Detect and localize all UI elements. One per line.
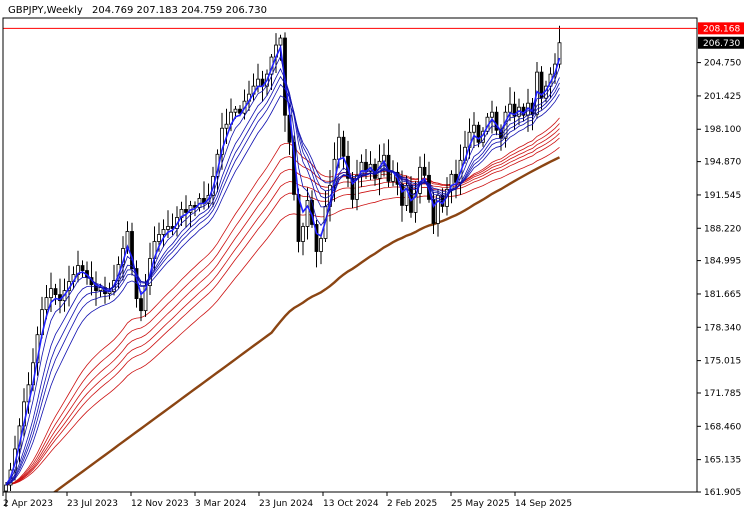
long-ma-line: [52, 156, 561, 492]
candle: [80, 260, 85, 278]
candle: [184, 195, 188, 228]
candle: [4, 482, 8, 507]
price-tick-label: 178.340: [704, 323, 741, 333]
fast-ma-line: [5, 44, 561, 486]
fast-ma-line: [5, 55, 560, 486]
price-tick-label: 181.665: [704, 290, 741, 300]
time-axis: 2 Apr 2023 23 Jul 2023 12 Nov 2023 3 Mar 20…: [2, 492, 572, 509]
candle: [220, 112, 224, 170]
price-tick-label: 198.100: [704, 125, 741, 135]
long-ma-line-path: [52, 156, 561, 492]
time-tick-label: 25 May 2025: [451, 499, 510, 509]
price-tick-label: 168.460: [704, 422, 741, 432]
time-tick-label: 3 Mar 2024: [195, 499, 247, 509]
chart-header: GBPJPY,Weekly 204.769 207.183 204.759 20…: [8, 5, 267, 16]
candle: [355, 159, 359, 211]
fast-ma-line: [5, 67, 560, 486]
candle: [476, 121, 481, 148]
time-tick-label: 14 Sep 2025: [515, 499, 572, 509]
fast-ma-ribbon: [5, 44, 561, 486]
ohlc-values-label: 204.769 207.183 204.759 206.730: [92, 5, 267, 16]
price-tick-label: 165.135: [704, 456, 741, 466]
fast-ma-line: [5, 94, 560, 486]
bid-price-tag: 206.730: [698, 36, 744, 49]
candle: [512, 91, 517, 131]
price-tick-label: 161.905: [704, 488, 741, 498]
ask-price-tag-label: 208.168: [703, 24, 740, 34]
fast-ma-line: [5, 75, 560, 486]
candle: [472, 112, 476, 148]
slow-ma-line: [5, 117, 560, 486]
time-tick-label: 12 Nov 2023: [131, 499, 189, 509]
slow-ma-line: [5, 133, 560, 486]
candle: [494, 106, 499, 136]
fast-ma-line: [5, 83, 560, 486]
price-axis: 204.750 201.425 198.100 194.870 191.545 188.2…: [697, 59, 741, 498]
candle: [49, 272, 53, 312]
candle: [161, 219, 166, 248]
time-tick-label: 23 Jul 2023: [67, 499, 118, 509]
candle: [53, 283, 58, 305]
time-tick-label: 13 Oct 2024: [323, 499, 379, 509]
symbol-timeframe-label: GBPJPY,Weekly: [8, 5, 83, 16]
candle: [139, 290, 143, 322]
candle: [305, 187, 310, 240]
price-tick-label: 188.220: [704, 224, 741, 234]
slow-ma-line: [5, 146, 560, 486]
candle: [341, 130, 346, 170]
slow-ma-line: [5, 123, 560, 486]
candle: [319, 233, 323, 265]
price-tick-label: 194.870: [704, 158, 741, 168]
price-tick-label: 201.425: [704, 92, 741, 102]
candle: [436, 189, 440, 237]
candle: [490, 100, 494, 134]
ask-price-tag: 208.168: [698, 22, 744, 35]
price-tick-label: 184.995: [704, 257, 741, 267]
price-tick-label: 175.015: [704, 357, 741, 367]
slow-ma-line: [5, 128, 560, 486]
candle: [314, 219, 319, 268]
price-tags: 208.168 206.730: [698, 22, 744, 49]
price-tick-label: 191.545: [704, 191, 741, 201]
time-tick-label: 23 Jun 2024: [259, 499, 313, 509]
bid-price-tag-label: 206.730: [703, 39, 740, 49]
slow-ma-line: [5, 137, 560, 486]
candle: [557, 25, 562, 69]
plot-frame: [2, 17, 698, 493]
time-tick-label: 2 Feb 2025: [387, 499, 437, 509]
time-tick-label: 2 Apr 2023: [3, 499, 53, 509]
candle: [301, 222, 305, 256]
candle: [130, 222, 134, 276]
slow-ma-ribbon: [5, 117, 560, 486]
candle: [166, 210, 170, 239]
price-tick-label: 171.785: [704, 389, 741, 399]
candle: [350, 172, 355, 209]
price-tick-label: 204.750: [704, 59, 741, 69]
